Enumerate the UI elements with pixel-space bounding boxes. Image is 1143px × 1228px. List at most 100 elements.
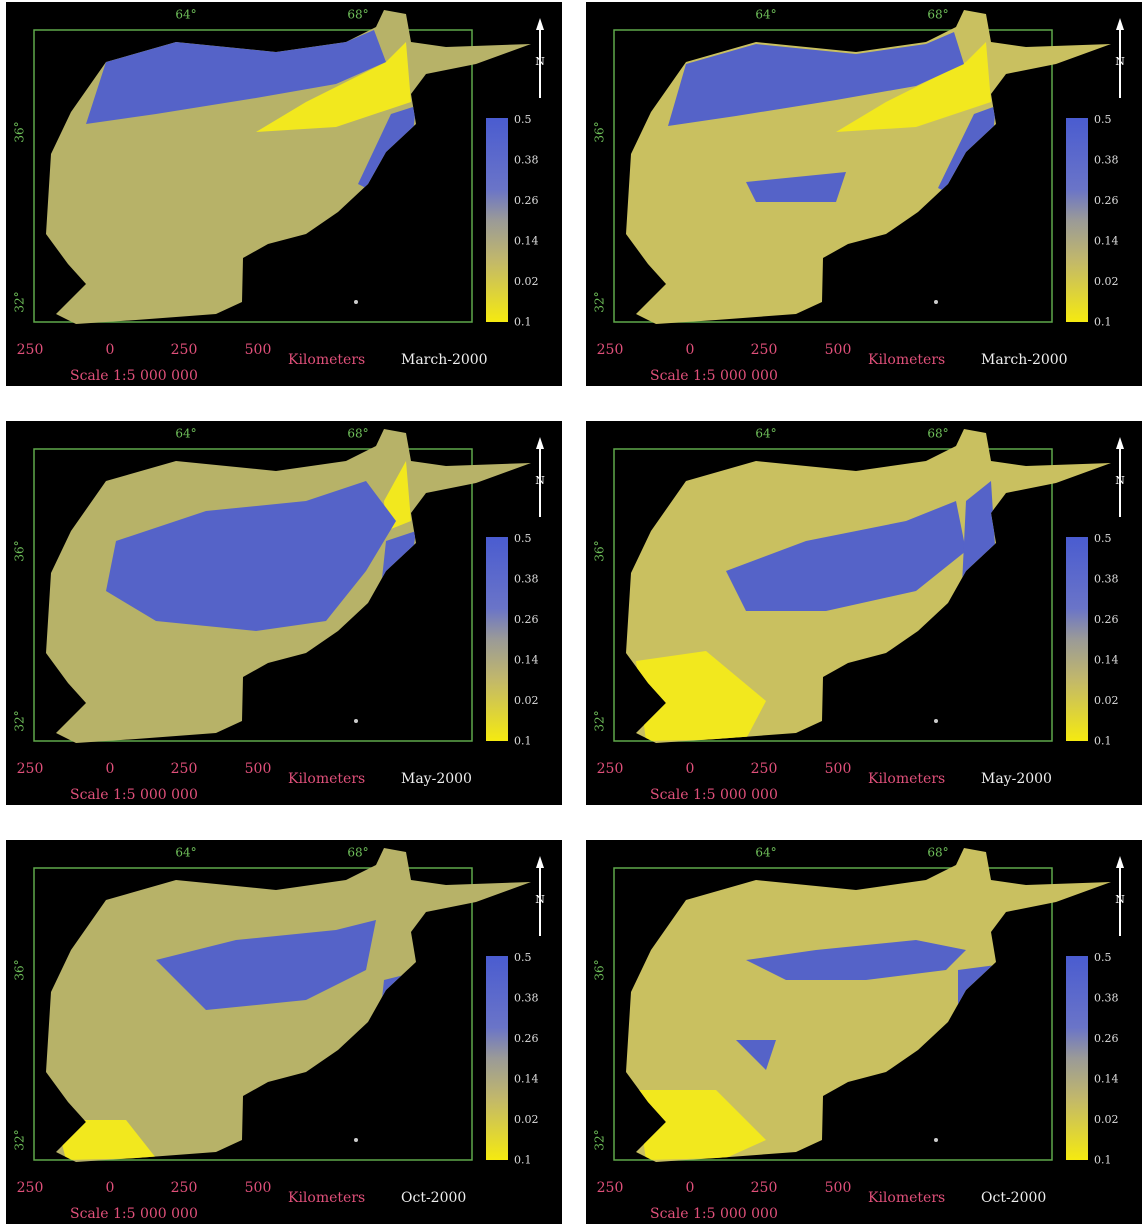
scale-text: Scale 1:5 000 000	[650, 368, 778, 384]
high-region	[958, 965, 996, 1040]
map: 0.5 0.38 0.26 0.14 0.02 0.1 64° 68° 36° 32° 250 0 25…	[13, 8, 546, 385]
colorbar-label: 0.5	[514, 951, 532, 964]
lat-label: 32°	[13, 1129, 27, 1150]
north-label: N	[1115, 55, 1125, 68]
scale-tick: 250	[17, 342, 44, 358]
lon-label: 64°	[755, 427, 776, 441]
colorbar-label: 0.5	[1094, 113, 1112, 126]
scale-text: Scale 1:5 000 000	[650, 1206, 778, 1222]
lon-label: 68°	[347, 8, 368, 22]
low-region	[56, 1120, 156, 1160]
scale-tick: 250	[751, 1180, 778, 1196]
colorbar-label: 0.38	[1094, 573, 1119, 586]
lon-label: 64°	[755, 846, 776, 860]
scale-text: Scale 1:5 000 000	[70, 787, 198, 803]
scale-tick: 500	[245, 1180, 272, 1196]
colorbar-label: 0.02	[1094, 275, 1119, 288]
colorbar-label: 0.5	[1094, 532, 1112, 545]
scale-unit: Kilometers	[868, 352, 945, 368]
marker	[354, 719, 358, 723]
date: Oct-2000	[401, 1190, 466, 1206]
scale-tick: 500	[245, 342, 272, 358]
north-label: N	[1115, 474, 1125, 487]
scale-tick: 0	[686, 1180, 695, 1196]
high-region	[746, 172, 846, 202]
scale-tick: 250	[171, 1180, 198, 1196]
low-region	[636, 1090, 766, 1160]
colorbar	[1066, 537, 1088, 741]
colorbar-label: 0.26	[1094, 613, 1119, 626]
lat-label: 32°	[593, 710, 607, 731]
scale-text: Scale 1:5 000 000	[650, 787, 778, 803]
marker	[934, 719, 938, 723]
colorbar	[486, 956, 508, 1160]
scale-tick: 250	[597, 342, 624, 358]
map: 0.5 0.38 0.26 0.14 0.02 0.1 64° 68° 36° 32° 250 0 25…	[593, 8, 1126, 385]
lon-label: 68°	[927, 846, 948, 860]
lon-label: 64°	[175, 8, 196, 22]
lat-label: 36°	[13, 959, 27, 980]
high-region	[668, 32, 964, 126]
north-arrow	[536, 18, 544, 30]
north-arrow	[1116, 856, 1124, 868]
lon-label: 68°	[927, 427, 948, 441]
north-arrow	[536, 437, 544, 449]
high-region	[726, 501, 966, 611]
scale-tick: 0	[106, 1180, 115, 1196]
map: 0.5 0.38 0.26 0.14 0.02 0.1 64° 68° 36° 32° 250 0 25…	[13, 427, 546, 804]
scale-tick: 250	[751, 342, 778, 358]
map-panel: 0.5 0.38 0.26 0.14 0.02 0.1 64° 68° 36° 32° 250 0 25…	[6, 840, 562, 1224]
scale-tick: 250	[597, 761, 624, 777]
scale-tick: 500	[825, 761, 852, 777]
colorbar-label: 0.02	[1094, 1113, 1119, 1126]
lon-label: 68°	[347, 846, 368, 860]
high-region	[156, 920, 376, 1010]
colorbar-label: 0.5	[514, 113, 532, 126]
lon-label: 68°	[927, 8, 948, 22]
low-region	[836, 42, 991, 132]
colorbar-label: 0.02	[1094, 694, 1119, 707]
scale-text: Scale 1:5 000 000	[70, 1206, 198, 1222]
colorbar-label: 0.1	[514, 1154, 532, 1167]
colorbar-label: 0.38	[514, 992, 539, 1005]
colorbar-label: 0.14	[1094, 654, 1119, 667]
regions	[86, 30, 416, 194]
colorbar-label: 0.02	[514, 275, 539, 288]
scale-unit: Kilometers	[288, 1190, 365, 1206]
lat-label: 32°	[593, 1129, 607, 1150]
marker	[934, 300, 938, 304]
low-region	[256, 42, 411, 132]
marker	[354, 300, 358, 304]
map: 0.5 0.38 0.26 0.14 0.02 0.1 64° 68° 36° 32° 250 0 25…	[593, 427, 1126, 804]
colorbar-label: 0.02	[514, 694, 539, 707]
marker	[354, 1138, 358, 1142]
date: March-2000	[401, 352, 488, 368]
high-region	[106, 481, 396, 631]
colorbar-label: 0.14	[514, 654, 539, 667]
lon-label: 64°	[175, 846, 196, 860]
date: Oct-2000	[981, 1190, 1046, 1206]
low-region	[384, 461, 411, 531]
map-panel: 0.5 0.38 0.26 0.14 0.02 0.1 64° 68° 36° 32° 250 0 25…	[6, 421, 562, 805]
colorbar-label: 0.14	[514, 235, 539, 248]
lon-label: 68°	[347, 427, 368, 441]
colorbar-label: 0.1	[1094, 316, 1112, 329]
map: 0.5 0.38 0.26 0.14 0.02 0.1 64° 68° 36° 32° 250 0 25…	[13, 846, 546, 1223]
colorbar-label: 0.14	[1094, 235, 1119, 248]
map-panel: 0.5 0.38 0.26 0.14 0.02 0.1 64° 68° 36° 32° 250 0 25…	[586, 840, 1142, 1224]
colorbar	[486, 537, 508, 741]
lon-label: 64°	[175, 427, 196, 441]
map-panel: 0.5 0.38 0.26 0.14 0.02 0.1 64° 68° 36° 32° 250 0 25…	[586, 421, 1142, 805]
low-region	[636, 651, 766, 741]
scale-tick: 0	[686, 761, 695, 777]
colorbar	[1066, 956, 1088, 1160]
date: May-2000	[981, 771, 1052, 787]
colorbar-label: 0.14	[1094, 1073, 1119, 1086]
north-label: N	[535, 474, 545, 487]
frame	[613, 29, 1053, 323]
scale-unit: Kilometers	[288, 771, 365, 787]
lat-label: 32°	[13, 291, 27, 312]
scale-unit: Kilometers	[868, 771, 945, 787]
colorbar-label: 0.26	[1094, 194, 1119, 207]
